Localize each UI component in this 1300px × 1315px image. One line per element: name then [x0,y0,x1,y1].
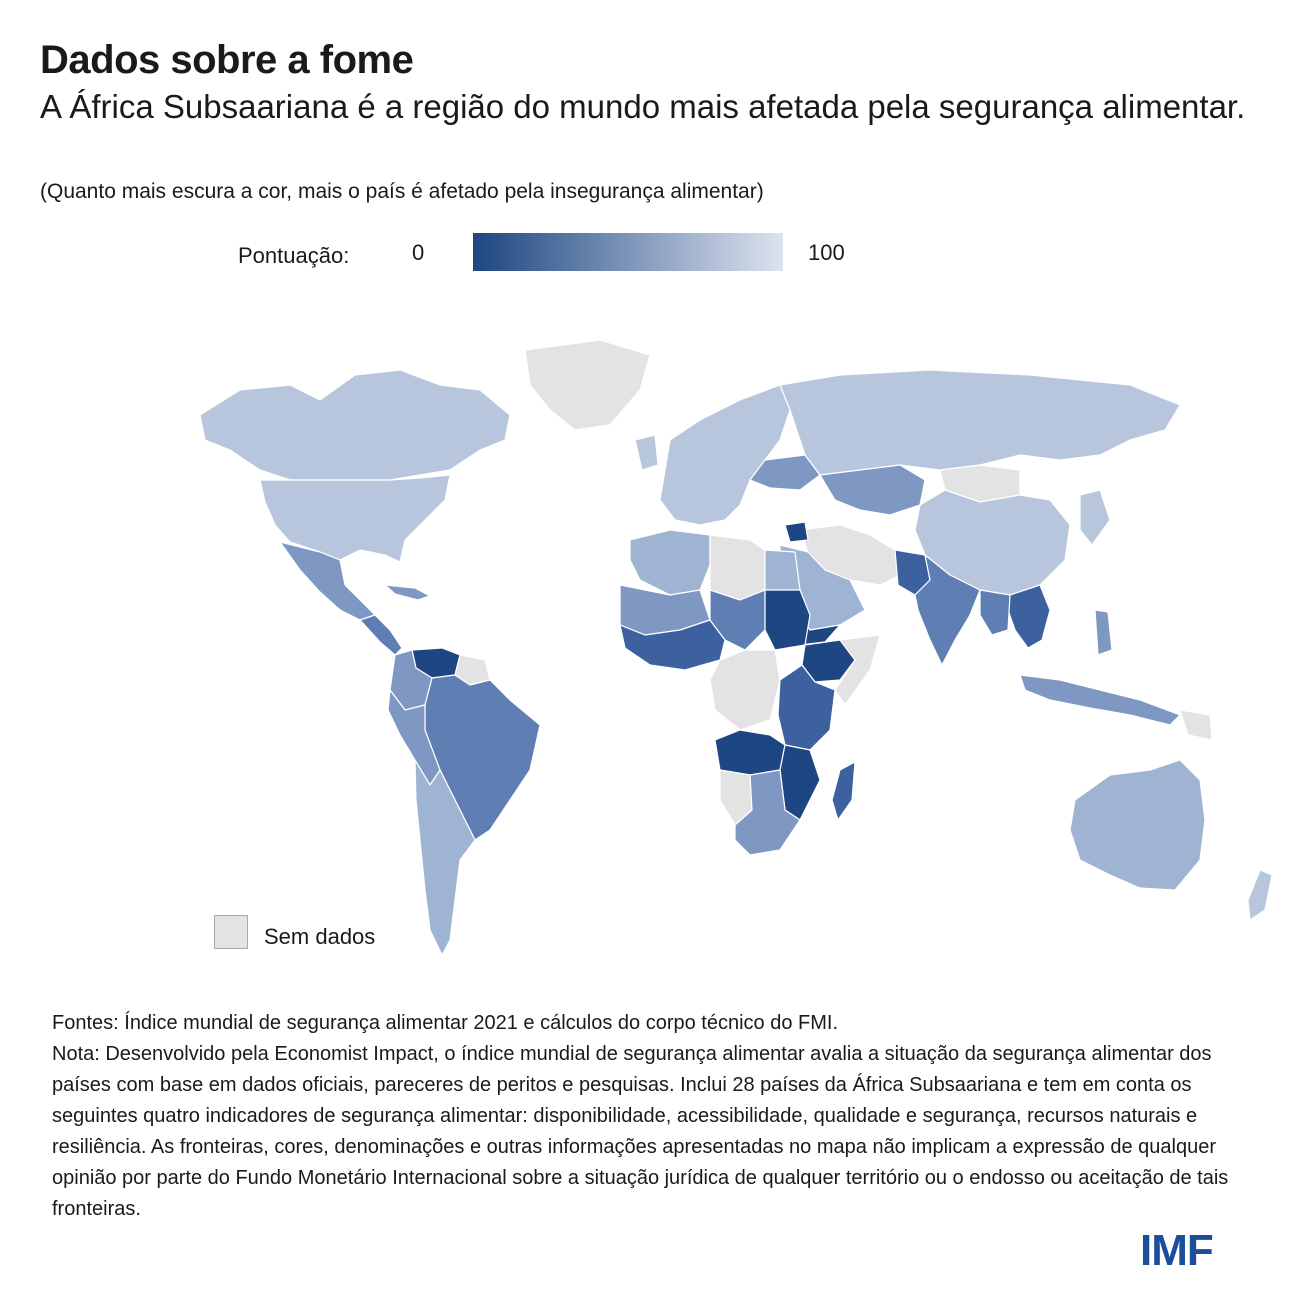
world-map [199,339,1273,956]
region-angola [714,729,786,776]
sources-text: Fontes: Índice mundial de segurança alim… [52,1012,838,1034]
region-philippines [1094,609,1113,656]
region-east-africa [777,664,836,751]
region-egypt [764,549,801,591]
region-libya [709,534,766,601]
no-data-swatch [214,915,248,949]
region-canada [199,369,511,481]
region-usa [259,474,451,563]
region-syria [784,521,809,543]
region-southern-cone [414,759,476,956]
color-note: (Quanto mais escura a cor, mais o país é… [40,180,764,203]
legend-min-value: 0 [412,240,425,265]
region-new-zealand [1247,869,1273,921]
region-europe [659,384,791,526]
imf-logo: IMF [1140,1226,1214,1275]
region-greenland [524,339,651,431]
region-central-asia [819,464,926,516]
region-caribbean [384,584,431,601]
region-australia [1069,759,1206,891]
region-chad [709,589,766,651]
region-indonesia [1019,674,1181,726]
footer-notes: Fontes: Índice mundial de segurança alim… [52,1008,1262,1225]
region-central-america [359,614,403,656]
region-mozambique [779,744,821,821]
region-somalia [834,634,881,706]
region-north-africa [629,529,711,596]
region-se-asia [1007,584,1051,649]
legend-label: Pontuação: [238,243,350,268]
region-madagascar [831,761,856,821]
region-russia [779,369,1181,476]
chart-subtitle: A África Subsaariana é a região do mundo… [40,88,1246,125]
chart-title: Dados sobre a fome [40,38,414,82]
region-sudan [764,589,811,651]
region-uk [634,434,659,471]
region-png [1179,709,1213,741]
legend-max-value: 100 [808,240,845,265]
note-text: Nota: Desenvolvido pela Economist Impact… [52,1043,1229,1220]
region-west-africa [619,619,726,671]
region-myanmar [979,589,1011,636]
region-central-africa [709,649,781,731]
region-japan [1079,489,1111,546]
region-southern-africa [734,769,801,856]
no-data-label: Sem dados [264,924,376,949]
legend-gradient-bar [473,233,783,271]
region-india [914,554,981,666]
